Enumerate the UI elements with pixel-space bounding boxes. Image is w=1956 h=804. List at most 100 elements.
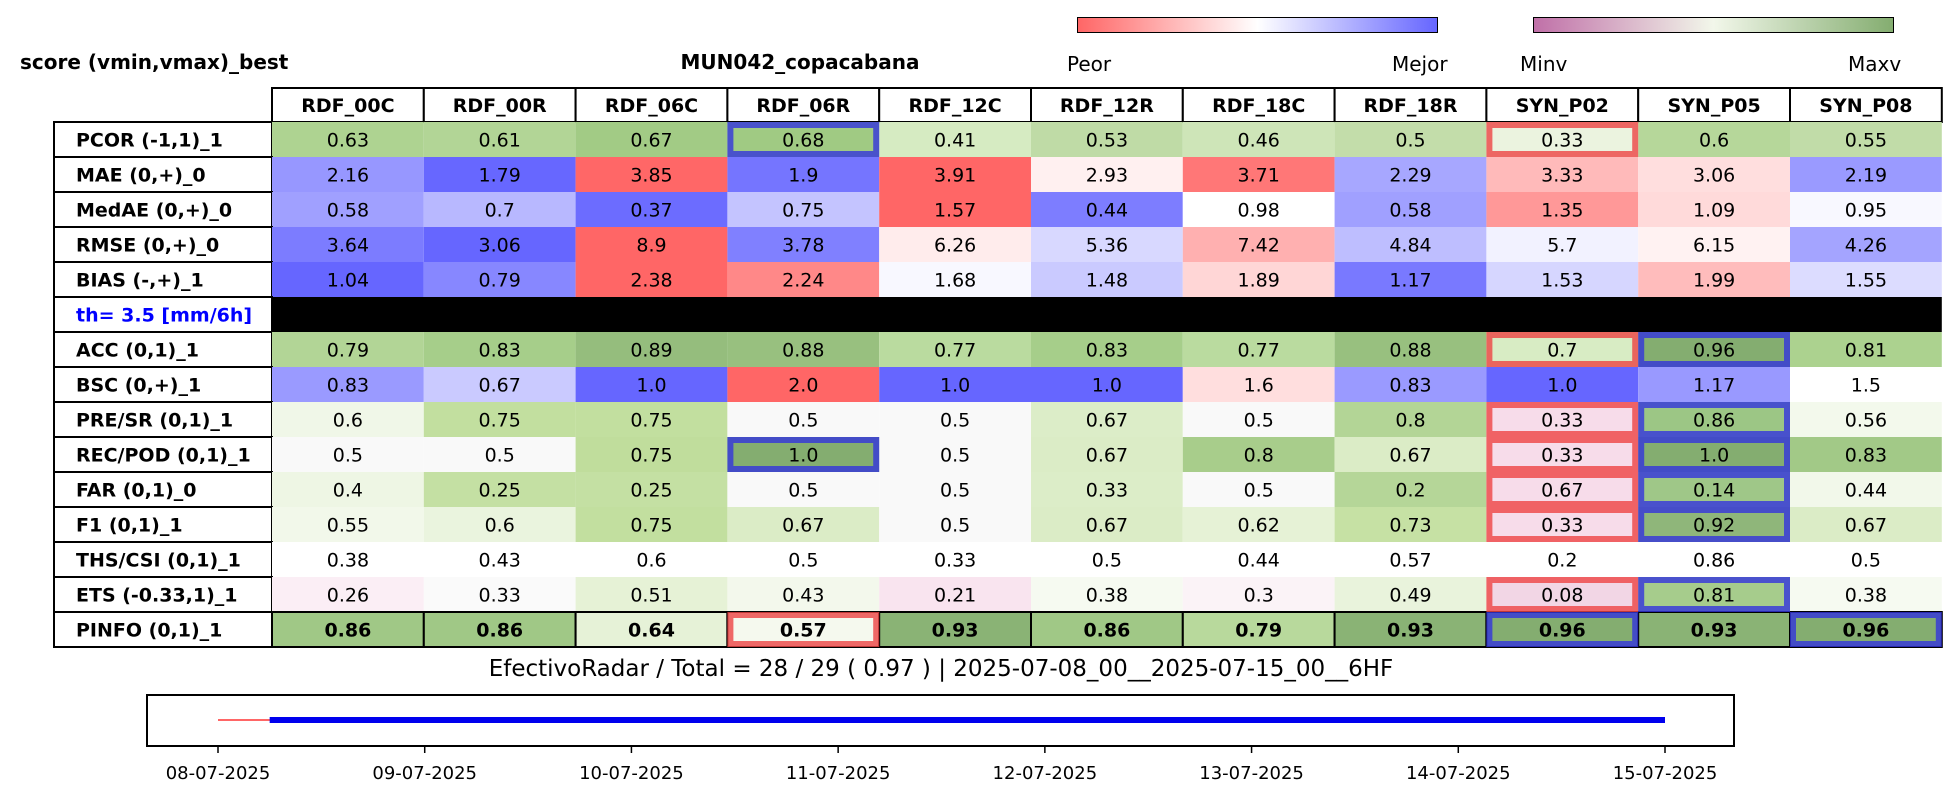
heatmap-cell bbox=[1182, 262, 1335, 297]
cell-value: 0.46 bbox=[1238, 130, 1280, 152]
row-label: FAR (0,1)_0 bbox=[76, 480, 197, 502]
heatmap-cell bbox=[1334, 472, 1487, 507]
cell-value: 0.86 bbox=[476, 620, 523, 642]
heatmap-cell bbox=[575, 367, 728, 402]
station-title: MUN042_copacabana bbox=[680, 50, 920, 74]
cell-value: 0.53 bbox=[1086, 130, 1128, 152]
heatmap-cell bbox=[1486, 192, 1639, 227]
column-header-cell bbox=[1485, 87, 1640, 123]
row-label-cell bbox=[53, 401, 273, 438]
cell-value: 2.19 bbox=[1845, 165, 1887, 187]
cell-value: 0.44 bbox=[1845, 480, 1887, 502]
row-label: MAE (0,+)_0 bbox=[76, 165, 206, 187]
cell-value: 0.67 bbox=[479, 375, 521, 397]
cell-value: 1.5 bbox=[1851, 375, 1881, 397]
heatmap-cell bbox=[879, 472, 1031, 507]
cell-value: 0.93 bbox=[1691, 620, 1738, 642]
cell-value: 0.33 bbox=[1541, 445, 1583, 467]
heatmap-cell bbox=[1790, 507, 1942, 542]
cell-value: 0.67 bbox=[1086, 445, 1128, 467]
timeline-tick-label: 10-07-2025 bbox=[579, 763, 684, 784]
column-header: RDF_12R bbox=[1060, 95, 1154, 117]
cell-value: 0.96 bbox=[1842, 620, 1889, 642]
heatmap-cell bbox=[1031, 472, 1183, 507]
highlight-frame bbox=[1486, 437, 1639, 472]
cell-value: 0.38 bbox=[327, 550, 369, 572]
heatmap-cell bbox=[879, 262, 1031, 297]
cell-value: 0.43 bbox=[782, 585, 824, 607]
heatmap-cell bbox=[1790, 472, 1942, 507]
heatmap-cell bbox=[1031, 332, 1183, 367]
heatmap-cell bbox=[879, 507, 1031, 542]
heatmap-cell bbox=[727, 157, 880, 192]
cell-value: 0.5 bbox=[940, 515, 970, 537]
heatmap-cell bbox=[1790, 227, 1942, 262]
cell-value: 0.83 bbox=[1086, 340, 1128, 362]
highlight-frame bbox=[1486, 507, 1639, 542]
heatmap-cell bbox=[272, 472, 424, 507]
cell-value: 0.44 bbox=[1238, 550, 1280, 572]
heatmap-cell bbox=[1790, 157, 1942, 192]
row-label-cell bbox=[53, 296, 273, 333]
heatmap-cell bbox=[423, 402, 576, 437]
heatmap-cell bbox=[575, 332, 728, 367]
cell-value: 0.95 bbox=[1845, 200, 1887, 222]
heatmap-cell bbox=[1182, 157, 1335, 192]
cell-value: 1.17 bbox=[1389, 270, 1431, 292]
heatmap-cell bbox=[575, 262, 728, 297]
row-label-cell bbox=[53, 121, 273, 158]
cell-value: 0.88 bbox=[782, 340, 824, 362]
heatmap-cell bbox=[1031, 122, 1183, 157]
heatmap-cell bbox=[1790, 122, 1942, 157]
heatmap-cell bbox=[1031, 437, 1183, 472]
heatmap-cell bbox=[1486, 542, 1639, 577]
cell-value: 2.24 bbox=[782, 270, 824, 292]
heatmap-cell bbox=[423, 367, 576, 402]
heatmap-cell bbox=[1182, 332, 1335, 367]
cell-value: 5.7 bbox=[1547, 235, 1577, 257]
cell-value: 0.5 bbox=[788, 480, 818, 502]
cell-value: 0.75 bbox=[782, 200, 824, 222]
cell-value: 0.5 bbox=[485, 445, 515, 467]
cell-value: 0.67 bbox=[1541, 480, 1583, 502]
heatmap-cell bbox=[1031, 367, 1183, 402]
cell-value: 0.4 bbox=[333, 480, 363, 502]
heatmap-cell bbox=[1486, 227, 1639, 262]
cell-value: 0.83 bbox=[1845, 445, 1887, 467]
cell-value: 0.86 bbox=[1693, 410, 1735, 432]
heatmap-cell bbox=[1334, 367, 1487, 402]
cell-value: 2.93 bbox=[1086, 165, 1128, 187]
heatmap-cell bbox=[1790, 577, 1942, 612]
highlight-frame bbox=[1486, 472, 1639, 507]
cell-value: 0.79 bbox=[1235, 620, 1282, 642]
cell-value: 0.61 bbox=[479, 130, 521, 152]
cell-value: 0.5 bbox=[1092, 550, 1122, 572]
cell-value: 1.0 bbox=[636, 375, 666, 397]
row-label-cell bbox=[53, 541, 273, 578]
heatmap-cell bbox=[272, 157, 424, 192]
heatmap-cell bbox=[1334, 332, 1487, 367]
cell-value: 0.5 bbox=[333, 445, 363, 467]
heatmap-cell bbox=[727, 472, 880, 507]
heatmap-cell bbox=[575, 157, 728, 192]
column-header-cell bbox=[574, 87, 729, 123]
column-header: RDF_18C bbox=[1212, 95, 1305, 117]
cell-value: 2.0 bbox=[788, 375, 818, 397]
cell-value: 6.26 bbox=[934, 235, 976, 257]
cell-value: 3.33 bbox=[1541, 165, 1583, 187]
cell-value: 0.77 bbox=[934, 340, 976, 362]
cell-value: 0.3 bbox=[1244, 585, 1274, 607]
timeline-tick-label: 15-07-2025 bbox=[1613, 763, 1718, 784]
row-label-cell bbox=[53, 191, 273, 228]
timeline-tick-label: 12-07-2025 bbox=[993, 763, 1098, 784]
cell-value: 0.93 bbox=[932, 620, 979, 642]
cell-value: 0.8 bbox=[1244, 445, 1274, 467]
heatmap-cell bbox=[1790, 262, 1942, 297]
cell-value: 4.26 bbox=[1845, 235, 1887, 257]
heatmap-cell bbox=[1031, 192, 1183, 227]
highlight-frame bbox=[1638, 332, 1790, 367]
highlight-frame bbox=[1486, 577, 1639, 612]
highlight-frame bbox=[1486, 612, 1639, 647]
heatmap-cell bbox=[272, 507, 424, 542]
cell-value: 0.79 bbox=[479, 270, 521, 292]
